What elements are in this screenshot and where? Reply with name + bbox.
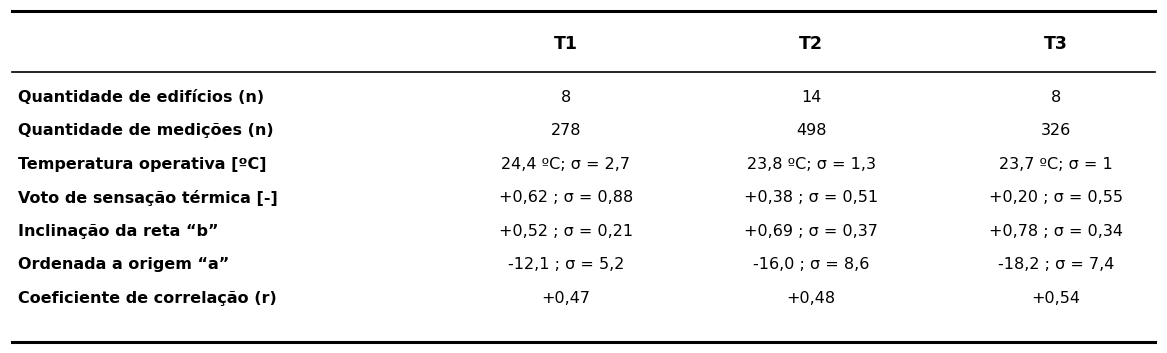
Text: Inclinação da reta “b”: Inclinação da reta “b” [18, 224, 218, 239]
Text: 326: 326 [1041, 123, 1071, 138]
Text: 8: 8 [561, 90, 571, 104]
Text: +0,52 ; σ = 0,21: +0,52 ; σ = 0,21 [499, 224, 633, 239]
Text: +0,62 ; σ = 0,88: +0,62 ; σ = 0,88 [498, 190, 634, 205]
Text: -16,0 ; σ = 8,6: -16,0 ; σ = 8,6 [753, 257, 869, 272]
Text: 24,4 ºC; σ = 2,7: 24,4 ºC; σ = 2,7 [502, 157, 630, 172]
Text: 23,8 ºC; σ = 1,3: 23,8 ºC; σ = 1,3 [747, 157, 875, 172]
Text: T2: T2 [799, 35, 823, 53]
Text: 14: 14 [801, 90, 822, 104]
Text: 8: 8 [1051, 90, 1061, 104]
Text: T1: T1 [554, 35, 578, 53]
Text: +0,20 ; σ = 0,55: +0,20 ; σ = 0,55 [990, 190, 1123, 205]
Text: +0,47: +0,47 [541, 291, 591, 306]
Text: +0,78 ; σ = 0,34: +0,78 ; σ = 0,34 [990, 224, 1123, 239]
Text: T3: T3 [1044, 35, 1068, 53]
Text: Coeficiente de correlação (r): Coeficiente de correlação (r) [18, 291, 277, 306]
Text: 23,7 ºC; σ = 1: 23,7 ºC; σ = 1 [999, 157, 1113, 172]
Text: Temperatura operativa [ºC]: Temperatura operativa [ºC] [18, 157, 266, 172]
Text: +0,69 ; σ = 0,37: +0,69 ; σ = 0,37 [745, 224, 878, 239]
Text: +0,54: +0,54 [1032, 291, 1081, 306]
Text: +0,38 ; σ = 0,51: +0,38 ; σ = 0,51 [745, 190, 878, 205]
Text: Quantidade de edifícios (n): Quantidade de edifícios (n) [18, 90, 264, 104]
Text: Voto de sensação térmica [-]: Voto de sensação térmica [-] [18, 190, 278, 206]
Text: +0,48: +0,48 [787, 291, 836, 306]
Text: -18,2 ; σ = 7,4: -18,2 ; σ = 7,4 [998, 257, 1114, 272]
Text: Quantidade de medições (n): Quantidade de medições (n) [18, 123, 273, 138]
Text: 498: 498 [796, 123, 826, 138]
Text: 278: 278 [551, 123, 581, 138]
Text: Ordenada a origem “a”: Ordenada a origem “a” [18, 257, 229, 272]
Text: -12,1 ; σ = 5,2: -12,1 ; σ = 5,2 [508, 257, 624, 272]
